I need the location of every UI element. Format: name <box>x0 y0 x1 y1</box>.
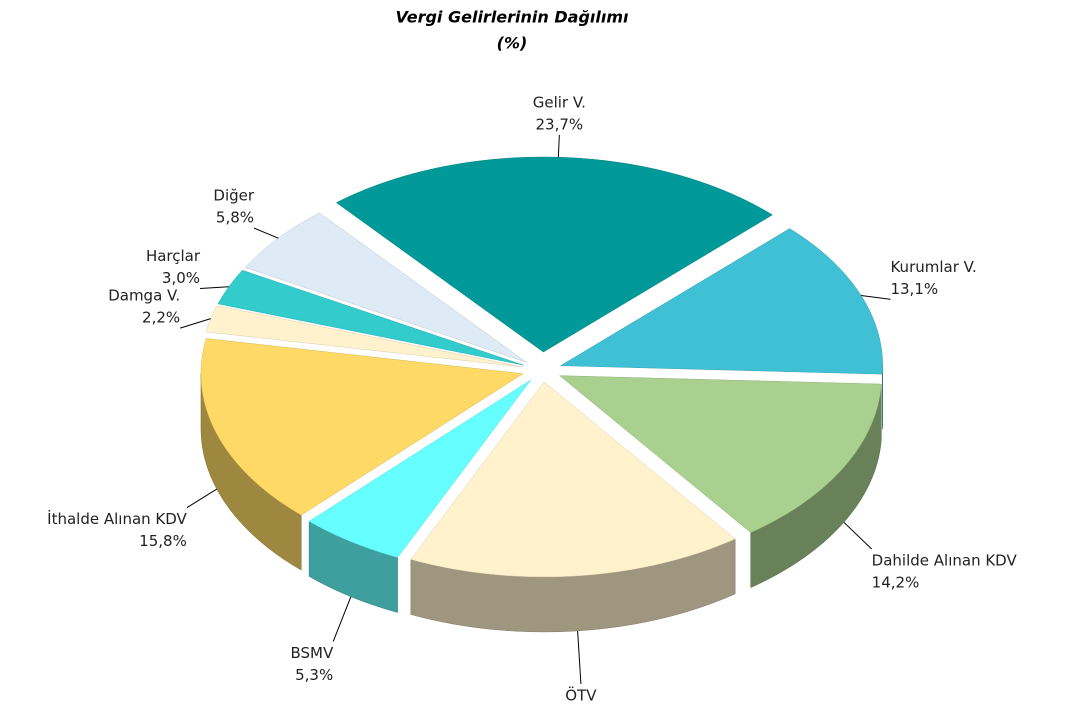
leader-line <box>577 630 582 685</box>
slice <box>308 379 532 558</box>
slice-label: Gelir V. <box>533 93 586 111</box>
chart-title: Vergi Gelirlerinin Dağılımı <box>396 8 630 27</box>
slice-value-label: 5,3% <box>295 666 333 684</box>
slice-label: Dahilde Alınan KDV <box>872 552 1018 570</box>
slice-label: Diğer <box>213 187 254 205</box>
slice-label: BSMV <box>290 644 333 662</box>
chart-subtitle: (%) <box>497 34 528 53</box>
slice-value-label: 3,0% <box>162 269 200 287</box>
leader-line <box>180 318 211 329</box>
leader-line <box>332 596 352 642</box>
slice-value-label: 23,7% <box>536 115 584 133</box>
slice <box>335 156 773 353</box>
slice-value-label: 5,8% <box>216 209 254 227</box>
slice-value-label: 14,2% <box>872 574 920 592</box>
slice-value-label: 13,1% <box>890 280 938 298</box>
leader-line <box>253 227 279 239</box>
slice-label: Kurumlar V. <box>890 258 976 276</box>
slice-label: ÖTV <box>565 685 597 704</box>
slice-label: Harçlar <box>146 247 201 265</box>
leader-line <box>186 488 218 509</box>
slice <box>558 375 882 533</box>
leader-line <box>557 134 560 158</box>
slice-tops <box>200 156 883 578</box>
leader-line <box>861 294 891 300</box>
slice-value-label: 15,8% <box>139 532 187 550</box>
slice <box>410 381 736 578</box>
slice-value-label: 2,2% <box>142 309 180 327</box>
leader-line <box>843 521 873 550</box>
leader-line <box>200 286 229 289</box>
slice <box>559 228 883 375</box>
slice-label: İthalde Alınan KDV <box>47 509 187 528</box>
slice <box>200 338 524 516</box>
slice-label: Damga V. <box>108 287 180 305</box>
